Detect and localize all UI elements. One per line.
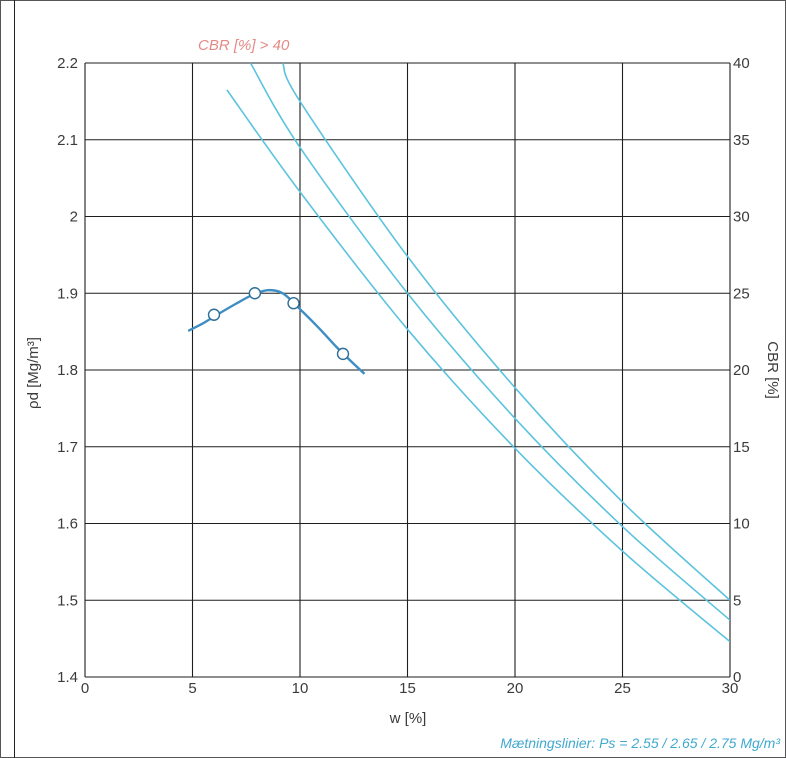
x-tick-label-6: 30 bbox=[722, 680, 739, 697]
x-axis-title: w [%] bbox=[389, 710, 427, 727]
y2-tick-label-8: 40 bbox=[733, 55, 750, 72]
x-tick-label-4: 20 bbox=[507, 680, 524, 697]
y2-tick-label-5: 25 bbox=[733, 285, 750, 302]
y-tick-label-4: 1.8 bbox=[57, 362, 78, 379]
y-axis-title: ρd [Mg/m³] bbox=[25, 337, 42, 409]
compaction-curve-layer bbox=[187, 287, 366, 375]
x-tick-label-0: 0 bbox=[81, 680, 89, 697]
y-tick-label-3: 1.7 bbox=[57, 439, 78, 456]
inner-border-line bbox=[14, 0, 15, 758]
saturation-line-1 bbox=[249, 63, 730, 621]
y2-tick-label-4: 20 bbox=[733, 362, 750, 379]
cbr-annotation: CBR [%] > 40 bbox=[198, 37, 290, 54]
y2-tick-label-7: 35 bbox=[733, 132, 750, 149]
y2-tick-label-3: 15 bbox=[733, 439, 750, 456]
y-tick-label-7: 2.1 bbox=[57, 132, 78, 149]
y-tick-label-2: 1.6 bbox=[57, 516, 78, 533]
compaction-point-2 bbox=[287, 297, 300, 310]
tick-labels: 0 5 10 15 20 25 30 1.4 1.5 1.6 1.7 1.8 1.9 2 2.1 2.2 0 5 1… bbox=[57, 55, 750, 697]
y2-tick-label-1: 5 bbox=[733, 592, 741, 609]
y-tick-label-0: 1.4 bbox=[57, 669, 78, 686]
compaction-point-3 bbox=[336, 347, 350, 361]
x-tick-label-2: 10 bbox=[292, 680, 309, 697]
saturation-lines bbox=[226, 63, 730, 643]
y2-tick-label-0: 0 bbox=[733, 669, 741, 686]
saturation-line-0 bbox=[226, 89, 730, 643]
x-tick-label-1: 5 bbox=[188, 680, 196, 697]
y-tick-label-5: 1.9 bbox=[57, 285, 78, 302]
compaction-point-0 bbox=[207, 308, 221, 321]
saturation-lines-annotation: Mætningslinier: Ps = 2.55 / 2.65 / 2.75 … bbox=[500, 735, 780, 751]
y2-axis-title: CBR [%] bbox=[764, 341, 781, 399]
y-tick-label-6: 2 bbox=[70, 209, 78, 226]
y2-tick-label-6: 30 bbox=[733, 209, 750, 226]
x-tick-label-3: 15 bbox=[399, 680, 416, 697]
x-tick-label-5: 25 bbox=[614, 680, 631, 697]
compaction-point-1 bbox=[248, 287, 262, 300]
y2-tick-label-2: 10 bbox=[733, 516, 750, 533]
y-tick-label-1: 1.5 bbox=[57, 592, 78, 609]
y-tick-label-8: 2.2 bbox=[57, 55, 78, 72]
saturation-line-2 bbox=[282, 63, 730, 601]
